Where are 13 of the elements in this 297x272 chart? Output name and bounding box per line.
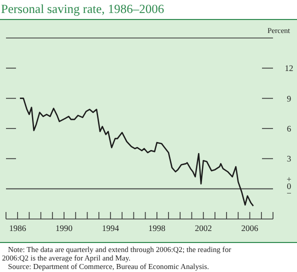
y-tick-label: 12: [284, 63, 294, 74]
x-tick-label: 2002: [194, 223, 212, 233]
x-tick-label: 1986: [9, 223, 26, 233]
y-tick-label: 3: [286, 154, 292, 164]
y-tick-label: 6: [286, 124, 292, 134]
x-tick-label: 1998: [148, 223, 166, 233]
x-tick-label: 1994: [102, 223, 120, 233]
y-tick-label: 9: [286, 93, 292, 104]
y-tick-label: + 0 −: [286, 174, 292, 198]
x-tick-label: 2006: [241, 223, 258, 233]
line-series: [19, 98, 254, 207]
x-tick-label: 1990: [56, 223, 73, 233]
chart-title: Personal saving rate, 1986–2006: [1, 2, 164, 16]
